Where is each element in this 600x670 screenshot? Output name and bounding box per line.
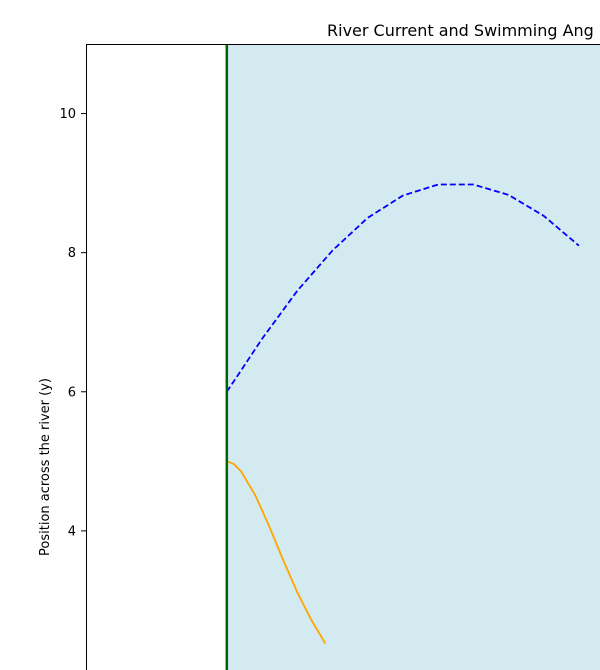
series-line-1: [226, 183, 580, 393]
chart-title: River Current and Swimming Ang: [327, 21, 594, 40]
y-tick-label: 10: [59, 107, 76, 122]
y-tick-label: 6: [68, 385, 76, 400]
y-axis-label: Position across the river (y): [38, 378, 53, 556]
river-region: [226, 44, 600, 670]
series-line-2: [226, 460, 327, 645]
plot-layer: [225, 44, 600, 670]
y-tick-label: 8: [68, 246, 76, 261]
y-tick-label: 4: [68, 524, 76, 539]
axes: 4 6 8 10: [59, 44, 600, 670]
